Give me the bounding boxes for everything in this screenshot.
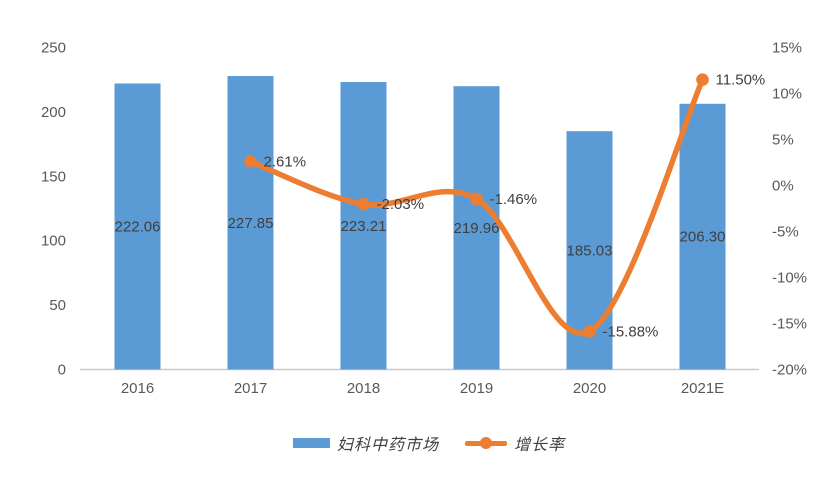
bar-value-label: 223.21 [341, 218, 387, 235]
bar-2017 [227, 76, 274, 370]
growth-point [470, 192, 483, 206]
bar-value-label: 227.85 [228, 215, 274, 232]
right-axis-tick-label: -10% [772, 270, 807, 287]
bar-2016 [114, 83, 161, 370]
legend-line-dot [480, 437, 492, 449]
x-axis-label: 2017 [234, 380, 267, 397]
legend-bar-swatch [292, 438, 330, 448]
left-axis-tick-label: 150 [41, 168, 66, 185]
bar-2019 [453, 86, 500, 370]
bar-2018 [340, 82, 387, 370]
right-axis-tick-label: 15% [772, 40, 802, 57]
legend-label-market: 妇科中药市场 [336, 437, 439, 454]
x-axis-label: 2020 [573, 380, 606, 397]
growth-line [247, 76, 706, 337]
left-axis-tick-label: 250 [41, 40, 66, 57]
right-axis-tick-label: 0% [772, 178, 794, 195]
right-axis-tick-label: 10% [772, 86, 802, 103]
right-axis-tick-label: -20% [772, 362, 807, 379]
x-axis-label: 2021E [681, 380, 724, 397]
chart-legend: 妇科中药市场 增长率 [0, 431, 836, 455]
right-axis-tick-label: -5% [772, 224, 799, 241]
right-axis-tick-label: -15% [772, 316, 807, 333]
growth-point-label: 11.50% [716, 72, 766, 89]
legend-item-growth: 增长率 [465, 431, 565, 455]
bar-2021E [679, 103, 726, 370]
bar-value-label: 206.30 [680, 229, 726, 246]
left-axis-tick-label: 0 [58, 362, 66, 379]
x-axis-label: 2019 [460, 380, 493, 397]
left-axis-tick-label: 100 [41, 233, 66, 250]
growth-point-label: 2.61% [264, 153, 307, 170]
legend-line-marker [465, 437, 507, 450]
left-axis-tick-label: 50 [49, 297, 66, 314]
growth-point [696, 73, 709, 86]
growth-point [583, 325, 596, 338]
legend-item-market: 妇科中药市场 [292, 431, 439, 455]
bar-value-label: 185.03 [567, 242, 613, 259]
x-axis-label: 2018 [347, 380, 380, 397]
growth-point-label: -2.03% [377, 196, 425, 213]
growth-point-label: -1.46% [490, 191, 538, 208]
growth-point [244, 155, 257, 168]
bar-value-label: 222.06 [115, 218, 161, 235]
x-axis-label: 2016 [121, 380, 154, 397]
growth-point-label: -15.88% [603, 324, 659, 341]
bar-value-label: 219.96 [454, 220, 500, 237]
growth-point [357, 197, 370, 211]
left-axis-tick-label: 200 [41, 104, 66, 121]
right-axis-tick-label: 5% [772, 132, 794, 149]
legend-label-growth: 增长率 [514, 437, 566, 454]
